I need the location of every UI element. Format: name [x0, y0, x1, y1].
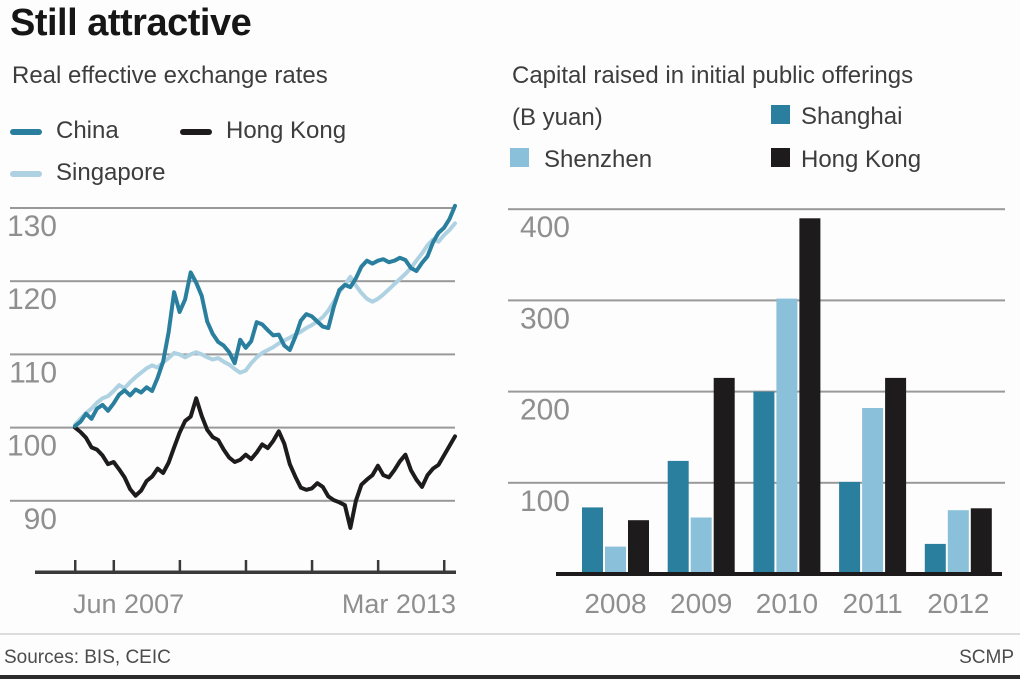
bar-chart-title: Capital raised in initial public offerin…: [512, 62, 914, 89]
line-chart-title: Real effective exchange rates: [12, 62, 328, 89]
bar-2009-shanghai: [667, 460, 689, 574]
singapore-line-swatch-icon: [10, 171, 42, 177]
bar-2010-hong-kong: [799, 218, 821, 575]
bar-2009-shenzhen: [690, 517, 712, 574]
bar-2008-shanghai: [582, 507, 603, 574]
bar-2012-shenzhen: [947, 510, 969, 574]
svg-text:2012: 2012: [927, 588, 989, 619]
sources-text: Sources: BIS, CEIC: [4, 647, 171, 668]
svg-text:300: 300: [520, 302, 570, 335]
scmp-credit: SCMP: [959, 647, 1014, 668]
line-chart-y-labels: 130 120 110 100 90: [7, 210, 57, 536]
legend-label-china: China: [56, 117, 119, 144]
svg-text:120: 120: [7, 283, 57, 316]
bar-2008-hong-kong: [628, 520, 649, 574]
legend-label-hongkong-line: Hong Kong: [226, 117, 347, 144]
line-chart-series: [73, 203, 457, 530]
svg-text:130: 130: [7, 210, 57, 243]
page-title: Still attractive: [10, 2, 252, 44]
line-series-hong-kong: [73, 396, 457, 530]
legend-label-singapore: Singapore: [56, 159, 166, 186]
bar-2011-shenzhen: [862, 408, 884, 574]
legend-label-shanghai: Shanghai: [801, 103, 903, 130]
svg-text:Jun 2007: Jun 2007: [73, 589, 184, 619]
svg-text:90: 90: [24, 503, 57, 536]
hongkong-line-swatch-icon: [180, 129, 212, 135]
bar-2011-hong-kong: [885, 377, 907, 574]
svg-text:2010: 2010: [756, 588, 818, 619]
bar-chart-bars: [582, 218, 992, 575]
svg-text:2008: 2008: [584, 588, 646, 619]
bar-2010-shenzhen: [776, 298, 798, 574]
line-series-singapore: [73, 221, 457, 427]
svg-text:100: 100: [7, 430, 57, 463]
reer-line-chart: 130 120 110 100 90 Jun 2007 Mar 2013: [7, 203, 457, 619]
bar-2012-hong-kong: [970, 508, 992, 574]
svg-text:2011: 2011: [843, 588, 903, 619]
svg-text:Mar 2013: Mar 2013: [342, 589, 456, 619]
separator-line: [0, 633, 1020, 635]
svg-text:400: 400: [520, 211, 570, 244]
bar-2010-shanghai: [753, 391, 775, 574]
footer-rule: [0, 675, 1020, 679]
hongkong-square-swatch-icon: [771, 148, 790, 167]
svg-text:2009: 2009: [670, 588, 732, 619]
legend-label-shenzhen: Shenzhen: [544, 146, 653, 173]
line-series-china: [73, 203, 457, 429]
ipo-bar-chart: 400 300 200 100 2008 2009 2010 2011 2012: [508, 208, 1005, 619]
line-chart-x-axis: Jun 2007 Mar 2013: [35, 560, 456, 619]
bar-2011-shanghai: [839, 481, 861, 574]
bar-2012-shanghai: [924, 543, 946, 574]
china-line-swatch-icon: [10, 129, 42, 135]
svg-text:100: 100: [520, 485, 570, 518]
bar-chart-y-labels: 400 300 200 100: [520, 211, 570, 518]
shenzhen-square-swatch-icon: [510, 148, 529, 167]
bar-2008-shenzhen: [605, 546, 626, 574]
bar-chart-unit: (B yuan): [512, 104, 603, 131]
svg-text:200: 200: [520, 394, 570, 427]
shanghai-square-swatch-icon: [771, 105, 790, 124]
bar-chart-x-axis: 2008 2009 2010 2011 2012: [556, 572, 1002, 619]
svg-text:110: 110: [9, 356, 57, 389]
bar-2009-hong-kong: [713, 377, 735, 574]
legend-label-hongkong-bar: Hong Kong: [801, 146, 922, 173]
